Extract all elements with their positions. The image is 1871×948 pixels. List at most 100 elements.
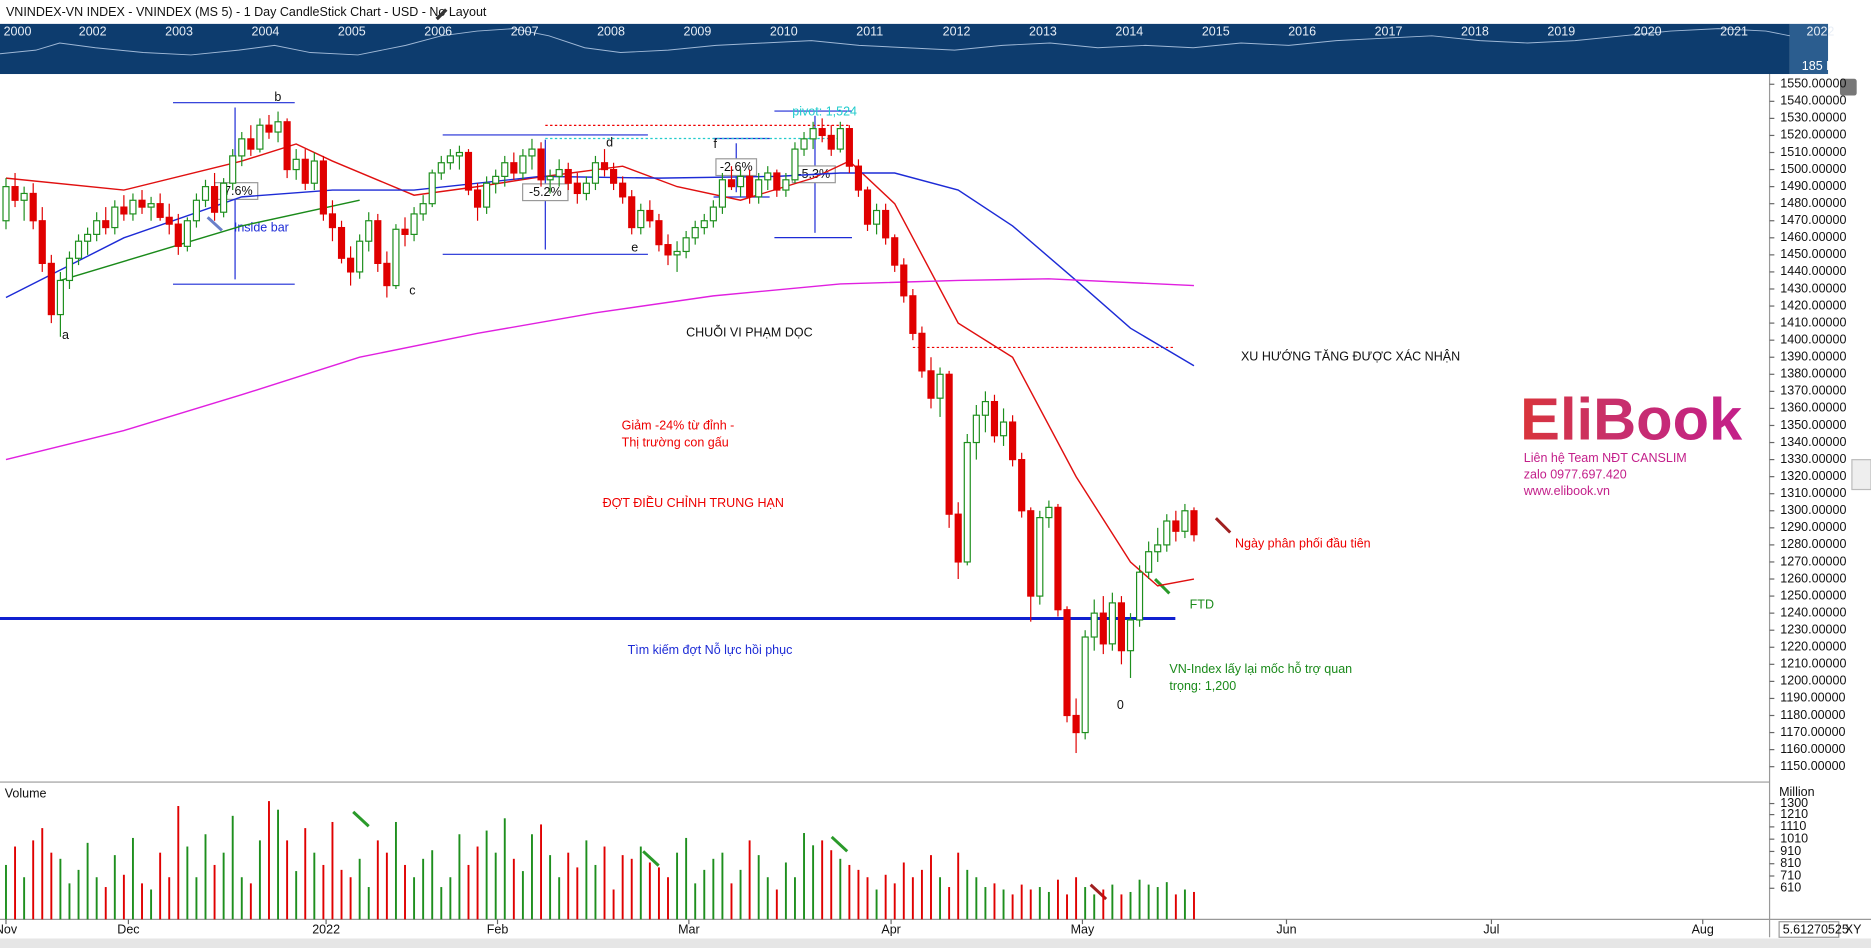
candle-body — [1063, 609, 1071, 717]
drawings — [0, 102, 1176, 620]
x-tick-label: Nov — [0, 922, 18, 936]
annotation: Tìm kiếm đợt Nỗ lực hồi phục — [628, 642, 793, 657]
candle-body — [492, 175, 500, 184]
candle-body — [337, 226, 346, 259]
volume-bar — [984, 887, 987, 920]
candle-body — [229, 155, 237, 184]
annotation: FTD — [1190, 598, 1214, 612]
candle-body — [183, 220, 191, 247]
volume-bar — [902, 862, 905, 920]
volume-bar — [131, 837, 134, 920]
volume-bar — [50, 852, 53, 920]
navigator[interactable] — [0, 23, 1790, 75]
candle-body — [138, 199, 146, 208]
navigator-year: 2022 — [1807, 25, 1835, 39]
volume-bar — [1056, 879, 1059, 920]
annotation: Giảm -24% từ đỉnh - — [622, 419, 735, 433]
volume-bar — [521, 871, 524, 920]
candle-body — [1117, 602, 1126, 652]
candle-body — [1181, 510, 1189, 532]
candle-body — [619, 182, 627, 198]
candle-body — [1145, 551, 1153, 573]
navigator-year: 2003 — [165, 25, 193, 39]
y-tick-label: 1290.00000 — [1780, 520, 1846, 534]
side-toggle[interactable] — [1851, 459, 1871, 491]
annotation: c — [409, 284, 415, 298]
candle-body — [238, 138, 246, 157]
volume-bar — [1075, 877, 1078, 920]
y-tick-label: 1170.00000 — [1780, 725, 1845, 739]
volume-bar — [59, 858, 62, 920]
y-tick-label: 910 — [1780, 844, 1801, 858]
arrows — [206, 216, 1232, 901]
candle-body — [1135, 571, 1144, 621]
navigator-year: 2009 — [683, 25, 711, 39]
candle-body — [283, 121, 291, 171]
candle-body — [473, 189, 482, 208]
navigator-window[interactable] — [1789, 23, 1829, 75]
candle-body — [93, 220, 101, 235]
volume-bar — [812, 845, 815, 920]
candle-body — [591, 162, 600, 184]
annotations: -7.6% -5.2% -2.6% -5.3% pivot: 1,524 b a… — [62, 90, 1743, 712]
navigator-year: 2010 — [770, 25, 798, 39]
candle-body — [383, 262, 391, 287]
navigator-year: 2015 — [1202, 25, 1230, 39]
window-title: VNINDEX-VN INDEX - VNINDEX (MS 5) - 1 Da… — [6, 5, 487, 19]
volume-bar — [141, 883, 143, 920]
volume-bar — [68, 883, 71, 920]
y-tick-label: 1340.00000 — [1780, 435, 1846, 449]
volume-bar — [449, 877, 452, 920]
volume-bar — [1066, 894, 1068, 920]
volume-bar — [721, 852, 724, 920]
volume-bar — [549, 855, 552, 920]
y-tick-label: 1160.00000 — [1780, 742, 1845, 756]
annotation: trọng: 1,200 — [1169, 679, 1236, 693]
y-tick-label: 1110 — [1780, 819, 1806, 833]
volume-bar — [784, 862, 787, 920]
volume-bar — [657, 867, 660, 920]
y-tick-label: 1210 — [1780, 807, 1808, 821]
volume-bar — [304, 828, 307, 920]
volume-bar — [612, 889, 615, 920]
candle-body — [800, 138, 808, 150]
candle-body — [192, 199, 201, 222]
candle-body — [147, 203, 155, 208]
volume-bar — [667, 877, 669, 920]
volume-bar — [639, 846, 642, 920]
candle-body — [274, 121, 282, 133]
navigator-year: 2008 — [597, 25, 625, 39]
candle-body — [673, 250, 681, 256]
volume-bar — [866, 877, 869, 920]
candle-body — [927, 370, 935, 399]
y-tick-label: 1300.00000 — [1780, 503, 1846, 517]
volume-bar — [5, 864, 7, 920]
candle-body — [546, 175, 554, 181]
volume-bar — [1138, 879, 1141, 920]
edit-icon[interactable] — [435, 8, 448, 21]
candle-body — [900, 264, 908, 297]
volume-bar — [168, 877, 171, 920]
volume-bar — [1093, 894, 1096, 920]
candle-body — [129, 199, 137, 215]
candle-body — [764, 172, 772, 181]
volume-bar — [1047, 891, 1050, 920]
candle-body — [963, 441, 971, 563]
volume-bar — [621, 855, 624, 920]
lock-icon[interactable] — [1839, 78, 1857, 96]
y-tick-label: 1210.00000 — [1780, 657, 1846, 671]
candle-body — [419, 203, 427, 215]
volume-bar — [830, 850, 833, 920]
candle-body — [319, 160, 327, 215]
volume-bar — [712, 858, 715, 920]
volume-bar — [757, 855, 760, 920]
volume-bar — [458, 834, 461, 920]
candle-body — [564, 168, 572, 184]
volume-bar — [1020, 884, 1023, 920]
navigator-year: 2016 — [1288, 25, 1316, 39]
annotation: a — [62, 328, 69, 342]
volume-bar — [204, 834, 207, 920]
candle-body — [1190, 510, 1198, 536]
axis-mode[interactable]: XY — [1845, 922, 1862, 936]
volume-bar — [794, 877, 796, 920]
